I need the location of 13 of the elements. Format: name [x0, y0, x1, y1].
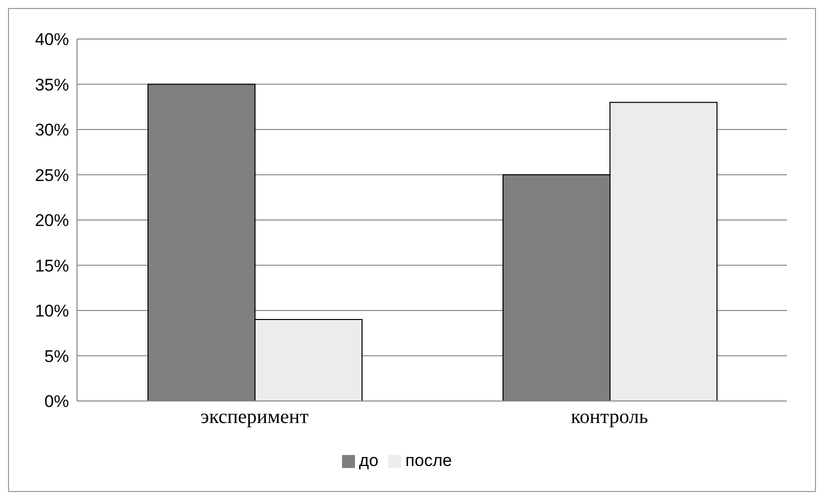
- x-tick-label: эксперимент: [200, 406, 309, 428]
- y-tick-label: 10%: [34, 302, 69, 321]
- y-tick-label: 20%: [34, 211, 69, 230]
- y-tick-label: 15%: [34, 256, 69, 276]
- legend-label: после: [405, 451, 452, 470]
- y-tick-label: 5%: [44, 346, 69, 366]
- x-tick-label: контроль: [570, 406, 648, 428]
- y-tick-label: 40%: [34, 30, 69, 50]
- y-tick-label: 35%: [34, 75, 69, 94]
- y-tick-label: 30%: [34, 120, 69, 140]
- y-tick-label: 0%: [44, 392, 69, 412]
- y-tick-label: 25%: [34, 166, 69, 185]
- legend-label: до: [359, 451, 378, 470]
